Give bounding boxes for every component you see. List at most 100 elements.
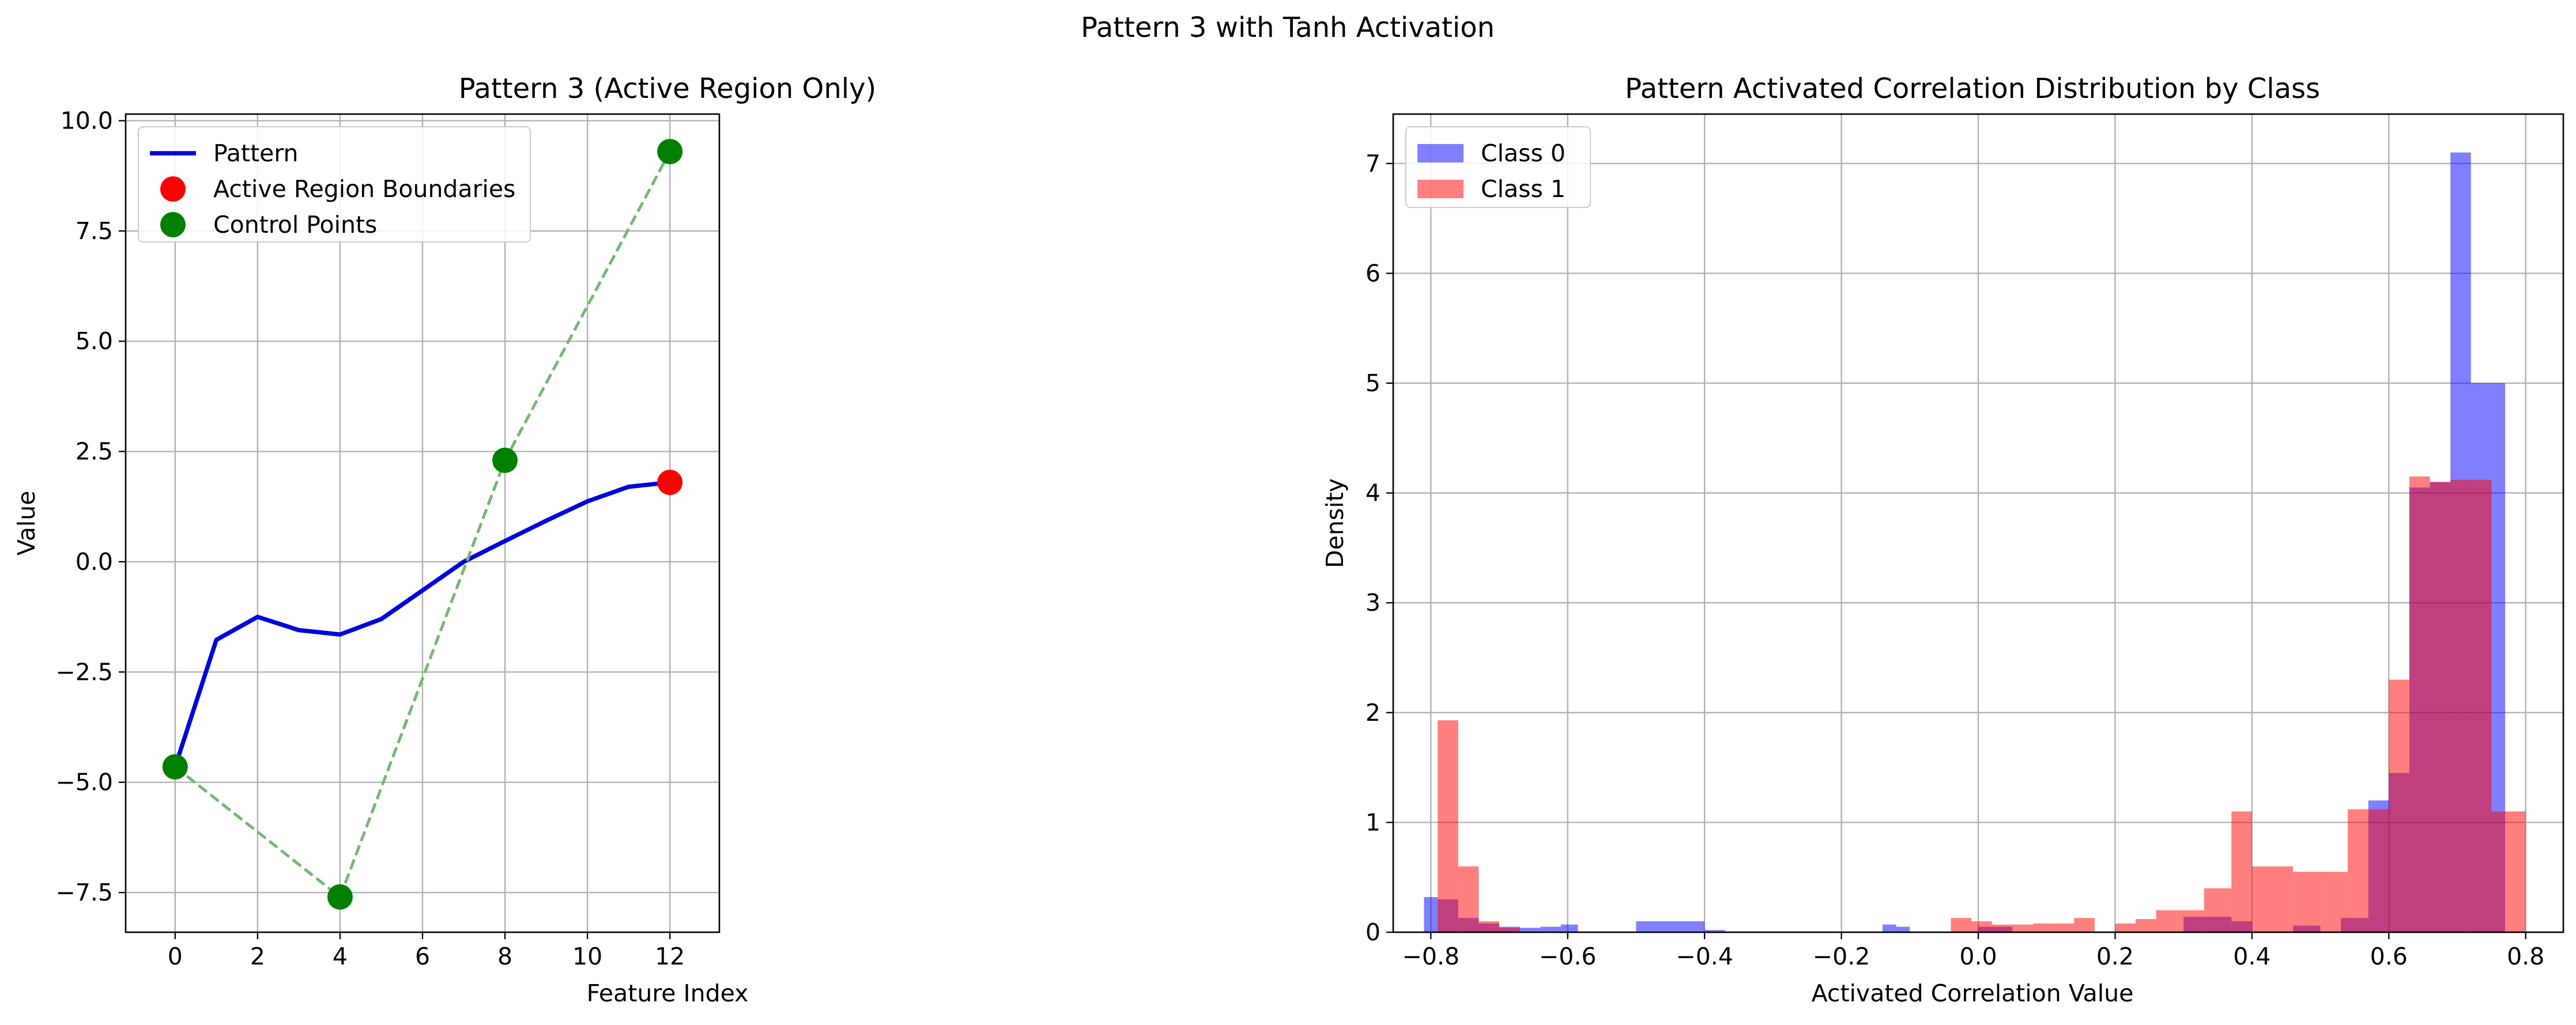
left-chart-x-tick-label: 4 xyxy=(333,943,348,970)
class-1-bar xyxy=(2491,811,2512,932)
right-chart-legend: Class 0 Class 1 xyxy=(1405,126,1591,208)
right-chart-y-tick-label: 1 xyxy=(1366,808,1381,836)
left-chart-y-tick-label: 2.5 xyxy=(76,438,113,466)
left-chart-title: Pattern 3 (Active Region Only) xyxy=(459,73,876,105)
left-chart-x-ticks: 0 2 4 6 8 10 12 xyxy=(168,932,685,970)
legend-entry-label: Pattern xyxy=(213,139,299,167)
class-0-bar xyxy=(1896,926,1910,932)
class-1-bar xyxy=(2136,919,2156,932)
left-chart-y-tick-label: −7.5 xyxy=(55,879,113,906)
class-1-bar xyxy=(2471,479,2492,932)
class-1-bar xyxy=(2293,872,2321,932)
legend-active-region-swatch xyxy=(160,176,186,202)
right-chart-y-tick-label: 3 xyxy=(1366,589,1381,616)
class-0-bar xyxy=(1540,926,1561,932)
class-1-bar xyxy=(2115,923,2136,932)
left-chart-x-tick-label: 6 xyxy=(415,943,430,970)
class-1-bar xyxy=(2177,910,2204,932)
class-1-bar xyxy=(2348,809,2368,932)
right-chart-x-tick-label: −0.6 xyxy=(1539,943,1597,970)
class-1-bar xyxy=(1951,918,1972,932)
right-chart-x-axis-label: Activated Correlation Value xyxy=(1812,979,2134,1007)
left-chart-y-tick-label: 7.5 xyxy=(76,217,113,245)
left-chart-y-tick-label: 0.0 xyxy=(76,548,113,576)
class-1-bar xyxy=(2272,866,2294,932)
class-1-bar xyxy=(2251,866,2273,932)
legend-box xyxy=(138,126,531,243)
legend-class-1-swatch xyxy=(1417,180,1464,198)
right-chart-x-tick-label: 0.2 xyxy=(2096,943,2134,970)
class-1-bar xyxy=(2156,910,2177,932)
pattern-line xyxy=(173,480,670,768)
left-chart-legend: Pattern Active Region Boundaries Control P… xyxy=(138,126,531,243)
right-chart-plot-area xyxy=(1424,152,2526,932)
right-chart-x-tick-label: 0.6 xyxy=(2370,943,2408,970)
left-chart-x-axis-label: Feature Index xyxy=(587,979,749,1007)
right-chart-y-tick-label: 6 xyxy=(1366,259,1381,287)
class-0-bar xyxy=(1519,928,1541,932)
right-chart-y-tick-label: 4 xyxy=(1366,479,1381,507)
left-chart-y-tick-label: −2.5 xyxy=(55,658,113,686)
class-0-bar xyxy=(1882,924,1896,932)
right-chart-x-tick-label: −0.2 xyxy=(1813,943,1870,970)
legend-entry-label: Class 0 xyxy=(1481,139,1566,167)
class-1-bar xyxy=(2053,923,2075,932)
class-1-bar xyxy=(2320,872,2348,932)
active-region-boundary-point xyxy=(657,470,683,496)
class-0-bar xyxy=(1704,930,1725,932)
class-1-bar xyxy=(2231,811,2252,932)
left-chart-grid xyxy=(126,114,719,932)
class-1-bar xyxy=(2511,811,2526,932)
legend-entry-label: Class 1 xyxy=(1481,175,1566,203)
left-chart-x-tick-label: 0 xyxy=(168,943,183,970)
class-0-bar xyxy=(1560,924,1578,932)
left-chart-y-axis-label: Value xyxy=(13,491,40,556)
right-chart-y-tick-label: 7 xyxy=(1366,150,1381,177)
class-0-bar xyxy=(1636,921,1670,932)
class-1-bar xyxy=(2368,809,2389,932)
class-1-bar xyxy=(2204,888,2232,932)
class-1-bar xyxy=(2450,479,2471,932)
left-chart-x-tick-label: 8 xyxy=(497,943,512,970)
figure-suptitle: Pattern 3 with Tanh Activation xyxy=(1081,12,1495,44)
class-1-bar xyxy=(1458,866,1479,932)
left-chart-x-tick-label: 10 xyxy=(572,943,602,970)
legend-control-points-swatch xyxy=(160,212,186,237)
class-1-bar xyxy=(2430,482,2451,932)
right-chart-y-tick-label: 5 xyxy=(1366,369,1381,397)
class-1-bar xyxy=(2389,679,2409,932)
right-chart: Pattern Activated Correlation Distributi… xyxy=(1321,73,2564,1007)
control-point xyxy=(162,754,188,780)
right-chart-x-tick-label: 0.4 xyxy=(2233,943,2270,970)
class-0-bar xyxy=(1424,897,1438,932)
class-1-bar xyxy=(2074,918,2095,932)
class-0-bar xyxy=(1670,921,1705,932)
control-point xyxy=(327,884,353,910)
left-chart-frame xyxy=(125,113,721,933)
legend-entry-label: Control Points xyxy=(213,211,377,239)
class-1-bar xyxy=(2409,476,2430,932)
left-chart-x-tick-label: 2 xyxy=(250,943,265,970)
left-chart-y-tick-label: 10.0 xyxy=(61,107,113,134)
right-chart-x-tick-label: 0.8 xyxy=(2507,943,2544,970)
class-1-bar xyxy=(1992,924,2013,932)
left-chart: Pattern 3 (Active Region Only) 0 2 4 6 8 10 12… xyxy=(13,73,876,1007)
right-chart-title: Pattern Activated Correlation Distributi… xyxy=(1625,73,2320,105)
control-point xyxy=(492,447,518,473)
left-chart-x-tick-label: 12 xyxy=(655,943,685,970)
legend-entry-label: Active Region Boundaries xyxy=(213,175,515,203)
right-chart-y-tick-label: 2 xyxy=(1366,699,1381,727)
left-chart-y-ticks: −7.5 −5.0 −2.5 0.0 2.5 5.0 7.5 10.0 xyxy=(55,107,126,906)
class-1-bar xyxy=(2012,924,2033,932)
right-chart-x-tick-label: −0.8 xyxy=(1402,943,1460,970)
right-chart-x-ticks: −0.8 −0.6 −0.4 −0.2 0.0 0.2 0.4 0.6 0.8 xyxy=(1402,932,2544,970)
right-chart-y-ticks: 0 1 2 3 4 5 6 7 xyxy=(1366,150,1393,946)
left-chart-y-tick-label: 5.0 xyxy=(76,327,113,355)
class-1-bar xyxy=(1971,921,1992,932)
right-chart-x-tick-label: −0.4 xyxy=(1676,943,1733,970)
class-1-bar xyxy=(2032,923,2054,932)
control-point xyxy=(657,139,683,165)
class-1-bar xyxy=(1479,921,1500,932)
legend-class-0-swatch xyxy=(1417,144,1464,162)
